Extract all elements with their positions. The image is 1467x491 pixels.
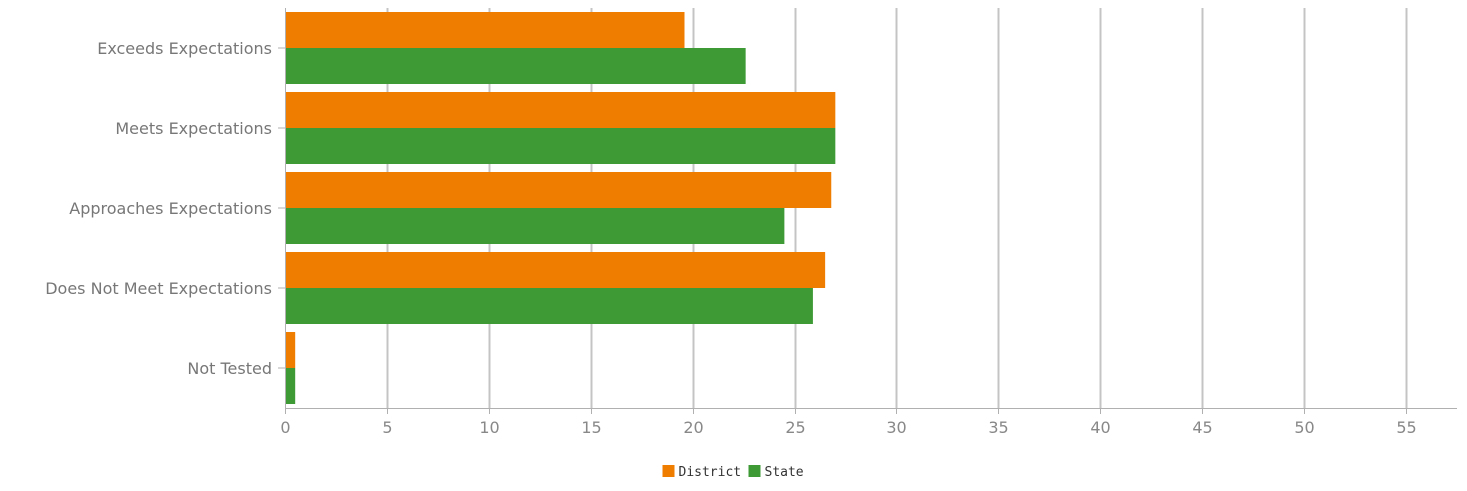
y-category-label: Does Not Meet Expectations xyxy=(45,279,272,298)
bar-state-3 xyxy=(285,288,813,324)
y-category-label: Approaches Expectations xyxy=(69,199,272,218)
y-category-label: Not Tested xyxy=(187,359,272,378)
legend-swatch-state xyxy=(748,465,761,477)
bar-state-2 xyxy=(285,208,785,244)
x-tick-label: 55 xyxy=(1396,418,1416,437)
legend: District State xyxy=(662,465,804,480)
bars xyxy=(285,12,836,404)
y-category-label: Exceeds Expectations xyxy=(97,39,272,58)
bar-state-0 xyxy=(285,48,746,84)
x-axis: 0 5 10 15 20 25 30 35 40 45 50 55 xyxy=(280,408,1457,437)
x-tick-label: 0 xyxy=(280,418,290,437)
bar-district-2 xyxy=(285,172,832,208)
x-tick-label: 15 xyxy=(581,418,601,437)
bar-district-0 xyxy=(285,12,685,48)
x-tick-label: 5 xyxy=(382,418,392,437)
y-category-label: Meets Expectations xyxy=(115,119,272,138)
legend-label-district: District xyxy=(679,465,742,480)
bar-district-3 xyxy=(285,252,826,288)
x-tick-label: 35 xyxy=(988,418,1008,437)
x-tick-label: 45 xyxy=(1192,418,1212,437)
bar-state-4 xyxy=(285,368,296,404)
x-tick-label: 40 xyxy=(1090,418,1110,437)
legend-swatch-district xyxy=(662,465,675,477)
bar-district-1 xyxy=(285,92,836,128)
legend-label-state: State xyxy=(765,465,804,480)
x-tick-label: 50 xyxy=(1294,418,1314,437)
bar-state-1 xyxy=(285,128,836,164)
x-tick-label: 30 xyxy=(886,418,906,437)
y-axis: Exceeds Expectations Meets Expectations Ap… xyxy=(45,8,286,408)
x-tick-label: 20 xyxy=(683,418,703,437)
x-tick-label: 10 xyxy=(479,418,499,437)
bar-district-4 xyxy=(285,332,296,368)
x-tick-label: 25 xyxy=(785,418,805,437)
